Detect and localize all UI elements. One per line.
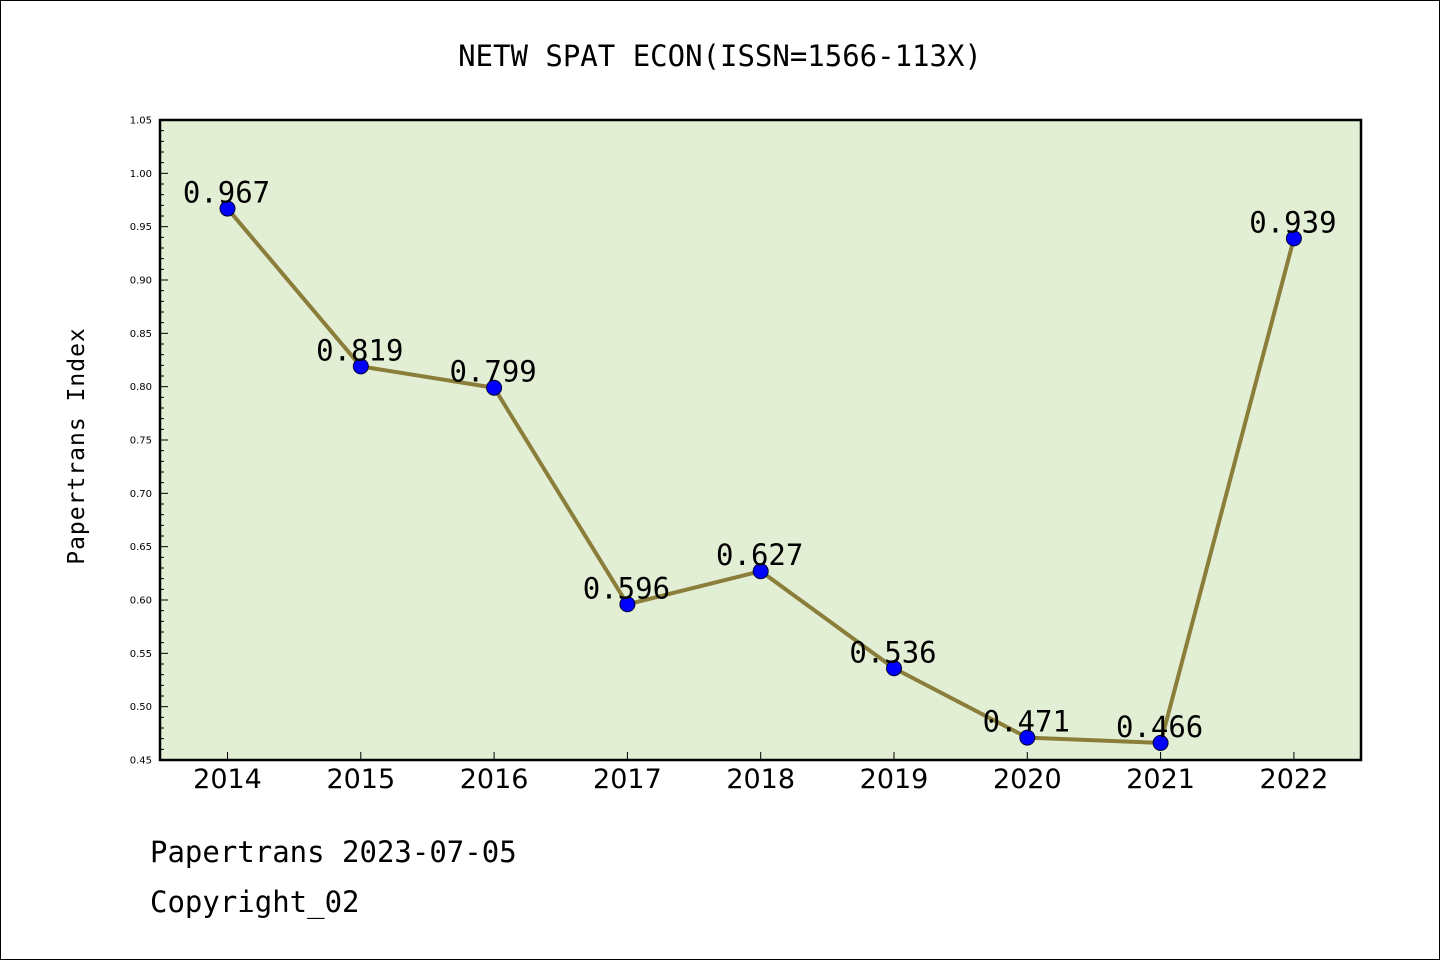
data-label: 0.536 bbox=[849, 635, 936, 669]
data-point bbox=[1285, 230, 1302, 247]
y-axis-ticks: 0.45 0.50 0.55 0.60 0.65 0.70 0.75 0.80 0.85 0.90… bbox=[130, 116, 168, 767]
x-axis-ticks: 2014 2015 2016 2017 2018 2019 2020 2021 2022 bbox=[193, 752, 1328, 795]
y-tick-label: 0.95 bbox=[130, 222, 152, 233]
data-point bbox=[219, 200, 236, 217]
y-tick-label: 0.55 bbox=[130, 649, 152, 660]
x-tick-label: 2014 bbox=[193, 764, 262, 795]
x-tick-label: 2022 bbox=[1260, 764, 1329, 795]
data-label: 0.627 bbox=[716, 538, 803, 572]
y-tick-label: 1.00 bbox=[130, 169, 152, 180]
x-tick-label: 2019 bbox=[860, 764, 929, 795]
data-label: 0.596 bbox=[583, 571, 670, 605]
data-point bbox=[486, 379, 503, 396]
data-label: 0.471 bbox=[983, 705, 1070, 739]
y-tick-label: 0.75 bbox=[130, 436, 152, 447]
data-label: 0.819 bbox=[316, 333, 403, 367]
y-axis-label: Papertrans Index bbox=[64, 327, 90, 565]
y-tick-label: 0.90 bbox=[130, 276, 152, 287]
x-tick-label: 2020 bbox=[993, 764, 1062, 795]
data-point bbox=[752, 563, 769, 580]
y-tick-label: 0.50 bbox=[130, 702, 152, 713]
data-markers bbox=[219, 200, 1302, 751]
y-tick-label: 0.60 bbox=[130, 596, 152, 607]
y-tick-label: 0.65 bbox=[130, 542, 152, 553]
x-tick-label: 2018 bbox=[726, 764, 795, 795]
y-tick-label: 1.05 bbox=[130, 116, 152, 127]
y-tick-label: 0.70 bbox=[130, 489, 152, 500]
data-point bbox=[1019, 729, 1036, 746]
data-point bbox=[886, 660, 902, 677]
x-tick-label: 2017 bbox=[593, 764, 662, 795]
x-tick-label: 2016 bbox=[460, 764, 529, 795]
chart-title: NETW SPAT ECON(ISSN=1566-113X) bbox=[458, 39, 982, 73]
data-point bbox=[1152, 734, 1169, 751]
data-label: 0.466 bbox=[1116, 710, 1203, 744]
data-label: 0.967 bbox=[183, 176, 270, 210]
x-tick-label: 2021 bbox=[1126, 764, 1195, 795]
footer-copyright-line: Copyright_02 bbox=[150, 885, 360, 919]
x-tick-label: 2015 bbox=[326, 764, 395, 795]
data-point bbox=[352, 358, 369, 375]
plot-area bbox=[158, 118, 1363, 762]
footer-date-line: Papertrans 2023-07-05 bbox=[150, 835, 517, 869]
y-tick-label: 0.85 bbox=[130, 329, 152, 340]
data-label: 0.799 bbox=[449, 355, 536, 389]
y-tick-label: 0.45 bbox=[130, 756, 152, 767]
y-tick-label: 0.80 bbox=[130, 382, 152, 393]
data-label: 0.939 bbox=[1249, 205, 1336, 239]
data-point bbox=[619, 596, 636, 613]
data-labels: 0.967 0.819 0.799 0.596 0.627 0.536 0.471 0.466… bbox=[183, 176, 1337, 744]
